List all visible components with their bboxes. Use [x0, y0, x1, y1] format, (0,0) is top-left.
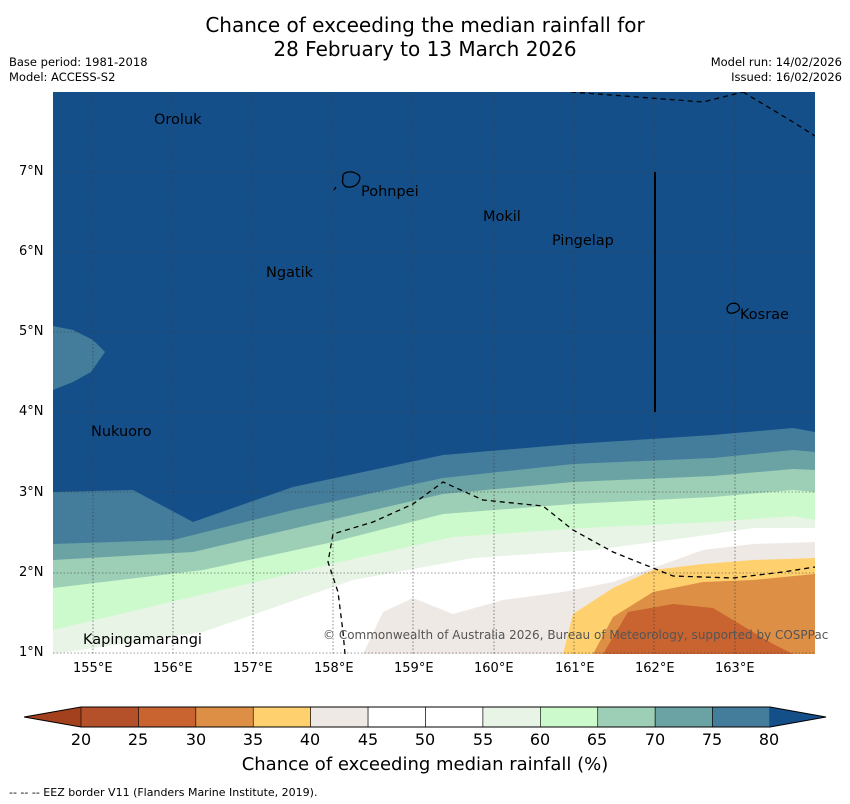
place-label-pingelap: Pingelap — [552, 233, 614, 249]
colorbar-cell — [195, 706, 254, 728]
colorbar-under-triangle — [24, 707, 81, 727]
place-label-kapingamarangi: Kapingamarangi — [83, 632, 202, 648]
place-label-mokil: Mokil — [483, 209, 521, 225]
colorbar-tick-label: 80 — [758, 730, 780, 749]
lon-tick-label: 157°E — [233, 661, 273, 676]
colorbar-outline — [24, 706, 827, 728]
lon-tick-label: 159°E — [394, 661, 434, 676]
colorbar-tick-label: 60 — [529, 730, 551, 749]
lat-tick-label: 2°N — [19, 565, 44, 580]
lon-tick-label: 163°E — [715, 661, 755, 676]
place-label-pohnpei: Pohnpei — [361, 184, 419, 200]
model-run-date: Model run: 14/02/2026 — [710, 55, 842, 69]
colorbar-tick-label: 65 — [586, 730, 608, 749]
colorbar-title: Chance of exceeding median rainfall (%) — [241, 754, 609, 775]
lon-tick-label: 158°E — [314, 661, 354, 676]
colorbar-cell — [138, 706, 197, 728]
colorbar-tick-label: 35 — [242, 730, 264, 749]
colorbar-tick-label: 30 — [185, 730, 207, 749]
map-title-line2: 28 February to 13 March 2026 — [273, 37, 577, 61]
colorbar-cell — [252, 706, 311, 728]
colorbar-cell — [310, 706, 369, 728]
lat-tick-label: 5°N — [19, 324, 44, 339]
colorbar-tick-label: 25 — [127, 730, 149, 749]
lat-tick-label: 7°N — [19, 164, 44, 179]
place-label-ngatik: Ngatik — [266, 265, 314, 281]
eez-legend-note: -- -- -- EEZ border V11 (Flanders Marine… — [9, 786, 318, 799]
issued-date: Issued: 16/02/2026 — [731, 70, 842, 84]
colorbar-cell — [482, 706, 541, 728]
colorbar-cell — [712, 706, 771, 728]
ant-atoll-mark — [333, 186, 337, 191]
colorbar-over-triangle — [770, 707, 826, 727]
colorbar-tick-label: 50 — [414, 730, 436, 749]
colorbar-cell — [425, 706, 484, 728]
colorbar-cell — [367, 706, 426, 728]
colorbar-tick-label: 70 — [644, 730, 666, 749]
colorbar-tick-label: 55 — [472, 730, 494, 749]
rainfall-map — [53, 92, 815, 654]
colorbar-cell — [80, 706, 139, 728]
eez-border — [327, 92, 815, 654]
base-period: Base period: 1981-2018 — [9, 55, 148, 69]
colorbar-tick-label: 40 — [299, 730, 321, 749]
lon-tick-label: 160°E — [474, 661, 514, 676]
lon-tick-label: 162°E — [635, 661, 675, 676]
colorbar-tick-label: 20 — [70, 730, 92, 749]
colorbar-cell — [654, 706, 713, 728]
colorbar-cell — [597, 706, 656, 728]
lat-tick-label: 4°N — [19, 404, 44, 419]
copyright-notice: © Commonwealth of Australia 2026, Bureau… — [323, 628, 829, 642]
band-25-30 — [603, 604, 793, 654]
model-name: Model: ACCESS-S2 — [9, 70, 116, 84]
place-label-oroluk: Oroluk — [154, 112, 202, 128]
lon-tick-label: 155°E — [73, 661, 113, 676]
colorbar — [24, 706, 827, 728]
colorbar-tick-label: 45 — [357, 730, 379, 749]
lat-tick-label: 6°N — [19, 244, 44, 259]
lon-tick-label: 161°E — [555, 661, 595, 676]
colorbar-tick-label: 75 — [701, 730, 723, 749]
band-west-patch — [53, 326, 105, 390]
colorbar-cell — [540, 706, 599, 728]
lon-tick-label: 156°E — [153, 661, 193, 676]
place-label-nukuoro: Nukuoro — [91, 424, 152, 440]
place-label-kosrae: Kosrae — [740, 307, 789, 323]
map-title-line1: Chance of exceeding the median rainfall … — [205, 13, 645, 37]
kosrae-outline — [726, 302, 741, 314]
lat-tick-label: 1°N — [19, 645, 44, 660]
lat-tick-label: 3°N — [19, 485, 44, 500]
pohnpei-outline — [341, 171, 361, 188]
